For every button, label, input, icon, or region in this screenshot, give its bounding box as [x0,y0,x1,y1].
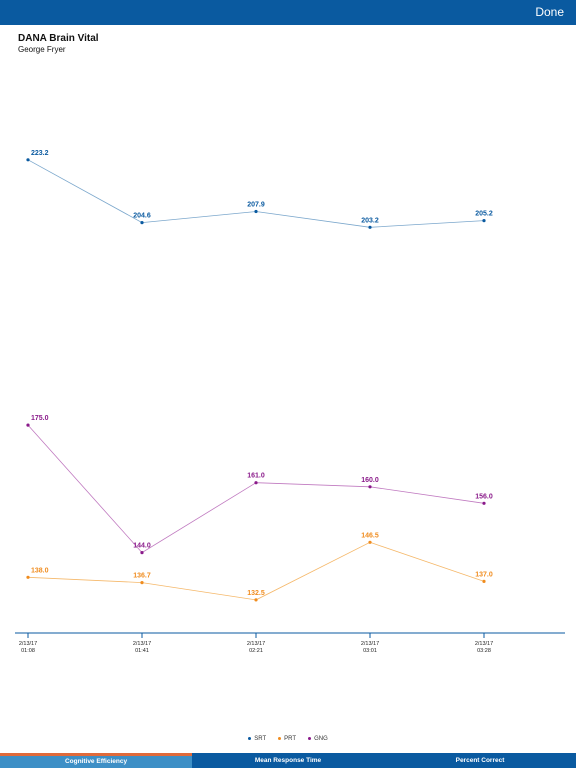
data-point-srt [482,219,486,223]
x-tick-label: 2/13/17 [361,641,379,647]
data-label-srt: 223.2 [31,150,49,157]
legend-label: GNG [314,736,328,742]
bottom-tab-bar: Cognitive Efficiency Mean Response Time Pe… [0,753,576,768]
legend-label: SRT [254,736,267,742]
page-title: DANA Brain Vital [18,33,99,44]
data-label-gng: 144.0 [133,543,151,550]
done-button[interactable]: Done [535,5,564,19]
data-point-srt [140,221,144,225]
data-point-prt [26,575,30,579]
data-point-prt [482,579,486,584]
patient-name: George Fryer [18,45,66,54]
legend-item-gng: GNG [308,736,328,742]
data-label-gng: 160.0 [361,477,379,484]
top-nav-bar: Done [0,0,576,25]
data-point-gng [26,423,30,427]
chart-header: DANA Brain Vital George Fryer [18,33,99,54]
data-label-prt: 132.5 [247,590,265,597]
data-label-srt: 204.6 [133,213,151,220]
x-tick-label: 01:41 [135,648,149,654]
legend-item-srt: SRT [248,736,266,742]
data-point-prt [368,540,372,544]
x-tick-label: 02:21 [249,648,263,654]
tab-cognitive-efficiency[interactable]: Cognitive Efficiency [0,753,192,768]
x-tick-label: 01:08 [21,648,35,654]
data-point-srt [254,209,258,214]
series-line-srt [27,159,485,228]
data-label-gng: 175.0 [31,415,49,422]
x-tick-label: 2/13/17 [247,641,265,647]
data-point-prt [254,598,258,602]
x-tick-label: 03:01 [363,648,377,654]
data-point-gng [368,485,372,489]
chart-legend: SRT PRT GNG [0,736,576,742]
legend-label: PRT [284,736,297,742]
legend-marker [308,736,312,740]
data-label-srt: 205.2 [475,211,493,218]
data-point-prt [140,581,144,585]
tab-mean-response-time[interactable]: Mean Response Time [192,753,384,768]
legend-marker [248,736,252,740]
x-tick-label: 2/13/17 [19,641,37,647]
data-label-gng: 161.0 [247,473,265,480]
x-tick-label: 03:28 [477,648,491,654]
data-label-srt: 207.9 [247,202,265,209]
data-point-srt [368,225,372,229]
data-point-gng [482,501,486,505]
data-label-prt: 136.7 [133,573,151,580]
data-label-srt: 203.2 [361,217,379,224]
data-label-prt: 138.0 [31,567,49,574]
legend-marker [278,736,282,740]
data-point-gng [140,551,144,555]
series-line-gng [27,424,485,554]
data-point-gng [254,481,258,485]
data-label-prt: 137.0 [475,571,493,578]
tab-percent-correct[interactable]: Percent Correct [384,753,576,768]
legend-item-prt: PRT [278,736,296,742]
x-tick-label: 2/13/17 [133,641,151,647]
data-label-prt: 146.5 [361,532,379,539]
data-point-srt [26,158,30,162]
data-label-gng: 156.0 [475,493,493,500]
x-tick-label: 2/13/17 [475,641,493,647]
